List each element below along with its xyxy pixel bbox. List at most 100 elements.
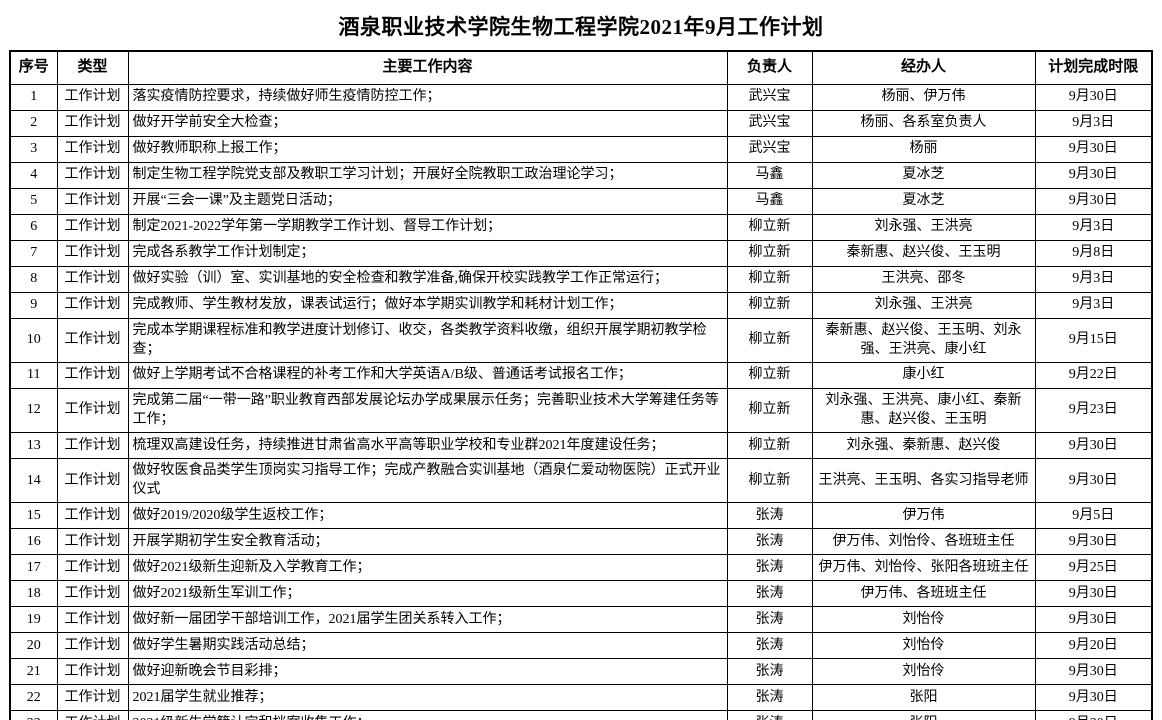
table-cell: 张涛 [726,658,813,686]
table-cell: 做好2021级新生迎新及入学教育工作； [127,554,728,582]
table-cell: 刘怡伶 [811,658,1036,686]
table-cell: 武兴宝 [726,83,813,111]
table-cell: 17 [9,554,58,582]
table-cell: 9月30日 [1034,457,1153,504]
table-cell: 伊万伟 [811,502,1036,530]
table-cell: 刘永强、王洪亮 [811,213,1036,241]
table-header: 序号 类型 主要工作内容 负责人 经办人 计划完成时限 [9,50,1153,85]
table-cell: 柳立新 [726,265,813,293]
table-cell: 梳理双高建设任务，持续推进甘肃省高水平高等职业学校和专业群2021年度建设任务； [127,431,728,459]
table-cell: 完成教师、学生教材发放，课表试运行；做好本学期实训教学和耗材计划工作； [127,291,728,319]
table-cell: 刘怡伶 [811,606,1036,634]
table-cell: 19 [9,606,58,634]
table-row: 20 工作计划 做好学生暑期实践活动总结； 张涛 刘怡伶 9月20日 [9,632,1153,660]
table-row: 8 工作计划 做好实验（训）室、实训基地的安全检查和教学准备,确保开校实践教学工作正… [9,265,1153,293]
table-cell: 9月30日 [1034,83,1153,111]
table-row: 17 工作计划 做好2021级新生迎新及入学教育工作； 张涛 伊万伟、刘怡伶、张阳各班班… [9,554,1153,582]
table-cell: 9月30日 [1034,658,1153,686]
table-cell: 工作计划 [56,684,129,712]
table-cell: 张阳 [811,710,1036,720]
table-cell: 做好2021级新生军训工作； [127,580,728,608]
table-cell: 工作计划 [56,658,129,686]
table-cell: 9月30日 [1034,580,1153,608]
table-cell: 做好迎新晚会节目彩排； [127,658,728,686]
table-row: 2 工作计划 做好开学前安全大检查； 武兴宝 杨丽、各系室负责人 9月3日 [9,109,1153,137]
table-cell: 工作计划 [56,554,129,582]
table-cell: 秦新惠、赵兴俊、王玉明、刘永强、王洪亮、康小红 [811,317,1036,363]
table-cell: 柳立新 [726,431,813,459]
table-cell: 13 [9,431,58,459]
table-cell: 9月30日 [1034,710,1153,720]
table-cell: 工作计划 [56,431,129,459]
table-cell: 杨丽 [811,135,1036,163]
table-row: 13 工作计划 梳理双高建设任务，持续推进甘肃省高水平高等职业学校和专业群2021年… [9,431,1153,459]
table-cell: 工作计划 [56,361,129,389]
table-cell: 3 [9,135,58,163]
table-row: 7 工作计划 完成各系教学工作计划制定； 柳立新 秦新惠、赵兴俊、王玉明 9月8日 [9,239,1153,267]
table-cell: 工作计划 [56,265,129,293]
table-cell: 柳立新 [726,239,813,267]
table-cell: 马鑫 [726,187,813,215]
table-cell: 工作计划 [56,710,129,720]
table-cell: 开展学期初学生安全教育活动； [127,528,728,556]
table-cell: 工作计划 [56,187,129,215]
table-cell: 落实疫情防控要求，持续做好师生疫情防控工作； [127,83,728,111]
table-cell: 1 [9,83,58,111]
table-cell: 16 [9,528,58,556]
header-cell: 负责人 [726,50,813,85]
table-cell: 张涛 [726,710,813,720]
table-cell: 做好新一届团学干部培训工作，2021届学生团关系转入工作； [127,606,728,634]
table-row: 19 工作计划 做好新一届团学干部培训工作，2021届学生团关系转入工作； 张涛 刘怡伶… [9,606,1153,634]
table-cell: 9月8日 [1034,239,1153,267]
table-cell: 伊万伟、刘怡伶、各班班主任 [811,528,1036,556]
table-cell: 15 [9,502,58,530]
table-cell: 做好2019/2020级学生返校工作； [127,502,728,530]
table-cell: 工作计划 [56,291,129,319]
work-plan-table: 序号 类型 主要工作内容 负责人 经办人 计划完成时限 1 工作计划 落实疫情防控要求，持续做… [9,50,1153,720]
table-cell: 张涛 [726,632,813,660]
table-cell: 王洪亮、王玉明、各实习指导老师 [811,457,1036,504]
table-cell: 马鑫 [726,161,813,189]
table-cell: 刘永强、王洪亮、康小红、秦新惠、赵兴俊、王玉明 [811,387,1036,433]
table-cell: 张阳 [811,684,1036,712]
table-row: 11 工作计划 做好上学期考试不合格课程的补考工作和大学英语A/B级、普通话考试报名… [9,361,1153,389]
header-cell: 计划完成时限 [1034,50,1153,85]
table-cell: 11 [9,361,58,389]
table-cell: 工作计划 [56,606,129,634]
table-cell: 9 [9,291,58,319]
table-cell: 刘永强、王洪亮 [811,291,1036,319]
table-cell: 9月30日 [1034,431,1153,459]
table-row: 22 工作计划 2021届学生就业推荐； 张涛 张阳 9月30日 [9,684,1153,712]
table-cell: 柳立新 [726,457,813,504]
table-cell: 完成各系教学工作计划制定； [127,239,728,267]
table-cell: 工作计划 [56,387,129,433]
table-cell: 9月30日 [1034,187,1153,215]
table-cell: 2021级新生学籍认定和档案收集工作； [127,710,728,720]
table-cell: 杨丽、各系室负责人 [811,109,1036,137]
table-cell: 完成第二届“一带一路”职业教育西部发展论坛办学成果展示任务；完善职业技术大学筹建… [127,387,728,433]
table-cell: 2 [9,109,58,137]
table-cell: 2021届学生就业推荐； [127,684,728,712]
table-cell: 9月5日 [1034,502,1153,530]
table-cell: 工作计划 [56,502,129,530]
table-cell: 9月30日 [1034,606,1153,634]
table-cell: 工作计划 [56,83,129,111]
table-row: 10 工作计划 完成本学期课程标准和教学进度计划修订、收交，各类教学资料收缴，组织开… [9,317,1153,363]
table-cell: 柳立新 [726,291,813,319]
table-cell: 夏冰芝 [811,161,1036,189]
table-cell: 23 [9,710,58,720]
table-cell: 柳立新 [726,317,813,363]
table-cell: 4 [9,161,58,189]
table-cell: 18 [9,580,58,608]
header-cell: 主要工作内容 [127,50,728,85]
table-cell: 王洪亮、邵冬 [811,265,1036,293]
header-cell: 序号 [9,50,58,85]
table-cell: 7 [9,239,58,267]
table-cell: 刘怡伶 [811,632,1036,660]
table-cell: 做好上学期考试不合格课程的补考工作和大学英语A/B级、普通话考试报名工作； [127,361,728,389]
table-cell: 工作计划 [56,317,129,363]
table-row: 21 工作计划 做好迎新晚会节目彩排； 张涛 刘怡伶 9月30日 [9,658,1153,686]
table-cell: 9月30日 [1034,528,1153,556]
